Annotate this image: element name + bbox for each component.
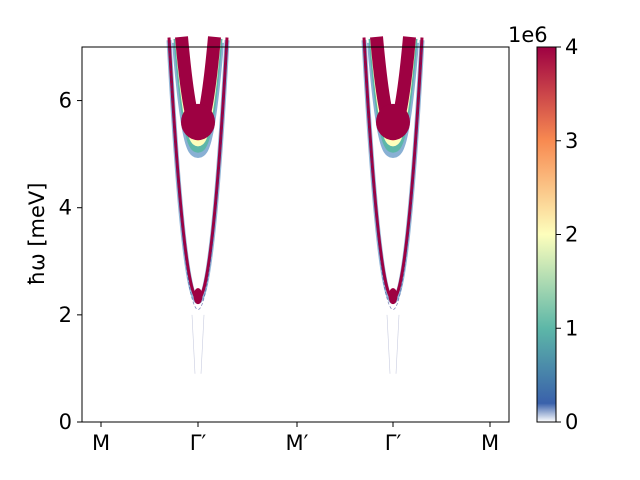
- plot-frame: [81, 46, 510, 423]
- x-tick-label: M: [92, 431, 110, 455]
- faint-tail: [191, 314, 196, 374]
- lower-branch-minimum: [388, 288, 398, 305]
- colorbar-tick-label: 1: [565, 316, 578, 340]
- faint-tail: [386, 314, 391, 374]
- x-tick-label: M′: [286, 431, 309, 455]
- upper-branch-core: [181, 103, 215, 141]
- colorbar-gradient: [537, 47, 556, 422]
- lower-branch-minimum: [193, 288, 203, 305]
- faint-tail: [395, 314, 400, 374]
- colorbar-tick-label: 3: [565, 129, 578, 153]
- colorbar-ticks: 0 1 2 3 4: [556, 35, 578, 434]
- y-tick-label: 6: [59, 89, 72, 113]
- faint-tail: [200, 314, 205, 374]
- x-axis-ticks: M Γ′ M′ Γ′ M: [92, 422, 499, 455]
- x-tick-label: Γ′: [190, 431, 207, 455]
- upper-branch-core: [376, 103, 410, 141]
- y-axis-label: ħω [meV]: [25, 183, 49, 286]
- y-axis-ticks: 0 2 4 6: [59, 89, 82, 434]
- colorbar-tick-label: 4: [565, 35, 578, 59]
- x-tick-label: M: [481, 431, 499, 455]
- y-tick-label: 4: [59, 196, 72, 220]
- branch-guide-line: [168, 42, 228, 310]
- gamma-branch-group: [166, 36, 230, 374]
- colorbar: 0 1 2 3 4 1e6: [508, 23, 578, 434]
- branch-guide-line: [363, 42, 423, 310]
- colorbar-tick-label: 2: [565, 223, 578, 247]
- colorbar-offset-text: 1e6: [508, 23, 548, 47]
- plot-area: M Γ′ M′ Γ′ M 0 2 4 6 ħω [meV]: [25, 36, 510, 455]
- colorbar-tick-label: 0: [565, 410, 578, 434]
- x-tick-label: Γ′: [385, 431, 402, 455]
- y-tick-label: 0: [59, 410, 72, 434]
- heatmap-branches: [166, 36, 425, 374]
- gamma-branch-group: [361, 36, 425, 374]
- y-tick-label: 2: [59, 303, 72, 327]
